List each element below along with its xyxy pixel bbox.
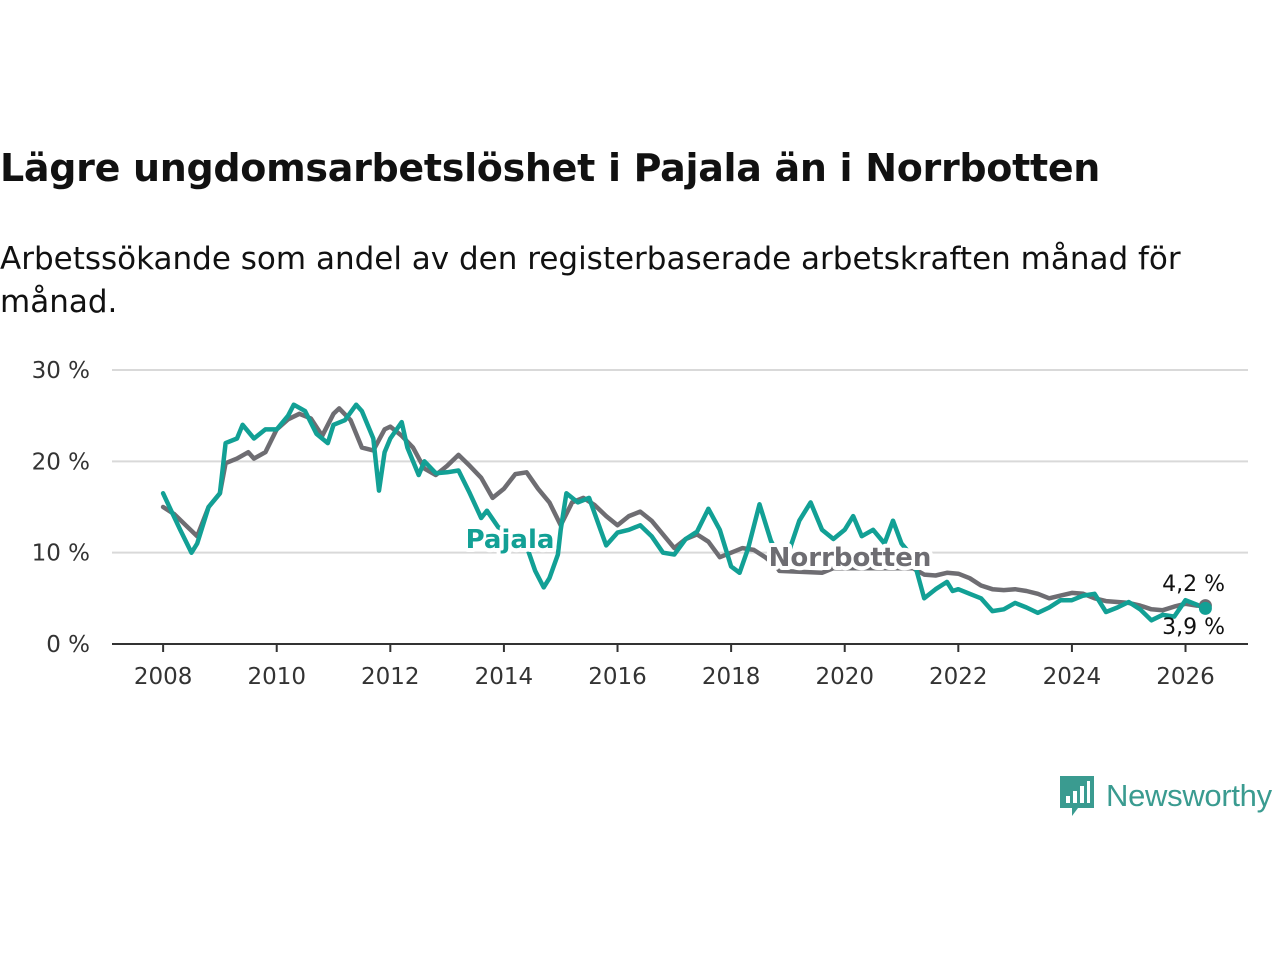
series-line-norrbotten	[160, 406, 1208, 613]
end-point-pajala	[1198, 601, 1212, 615]
series-line-pajala	[160, 402, 1208, 623]
y-tick-label: 20 %	[32, 449, 90, 475]
newsworthy-logo: Newsworthy	[1058, 774, 1272, 818]
x-tick-label: 2008	[134, 664, 193, 690]
logo-text: Newsworthy	[1106, 778, 1272, 813]
x-tick-label: 2010	[247, 664, 306, 690]
series-name-label-pajala: Pajala	[466, 525, 555, 555]
x-tick-label: 2016	[588, 664, 647, 690]
bar-chart-icon	[1060, 776, 1094, 816]
axes: 0 % 10 % 20 % 30 % 2008 2010 2012 2014 2016 2018 2…	[32, 358, 1248, 690]
labels: 4,2 % 3,9 % Pajala Norrbotten	[462, 521, 1225, 640]
x-tick-label: 2020	[815, 664, 874, 690]
x-tick-label: 2024	[1043, 664, 1102, 690]
y-tick-label: 30 %	[32, 358, 90, 384]
line-chart: 0 % 10 % 20 % 30 % 2008 2010 2012 2014 2016 2018 2…	[32, 358, 1248, 690]
x-tick-label: 2018	[702, 664, 761, 690]
end-value-label-norrbotten: 4,2 %	[1162, 572, 1225, 597]
y-tick-label: 10 %	[32, 541, 90, 567]
x-tick-label: 2022	[929, 664, 988, 690]
gridlines	[112, 369, 1248, 554]
x-tick-label: 2012	[361, 664, 420, 690]
chart-title: Lägre ungdomsarbetslöshet i Pajala än i …	[0, 146, 1101, 190]
end-value-label-pajala: 3,9 %	[1162, 615, 1225, 640]
series	[160, 402, 1212, 623]
chart-subtitle: Arbetssökande som andel av den registerb…	[0, 241, 1181, 320]
y-tick-label: 0 %	[46, 632, 90, 658]
x-tick-label: 2014	[475, 664, 534, 690]
series-name-label-norrbotten: Norrbotten	[769, 543, 932, 573]
x-tick-label: 2026	[1156, 664, 1215, 690]
